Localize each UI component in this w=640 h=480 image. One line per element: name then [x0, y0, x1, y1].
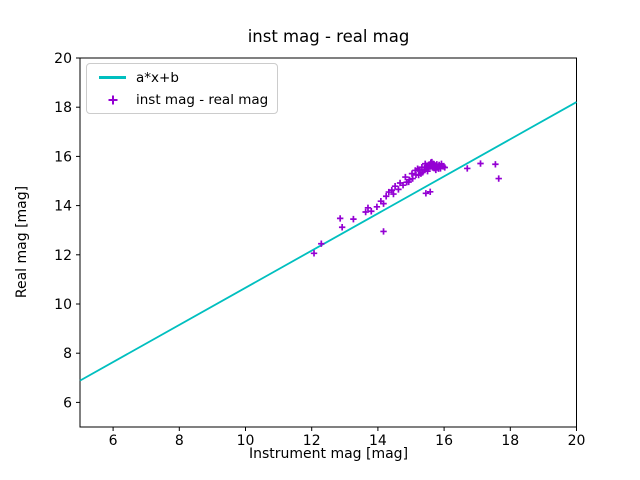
scatter-point — [318, 240, 325, 247]
plot-border — [79, 57, 577, 428]
legend-label-line: a*x+b — [136, 69, 179, 86]
plus-marker-sample — [108, 95, 117, 104]
x-tick-label: 8 — [175, 433, 184, 449]
scatter-point — [380, 228, 387, 235]
y-tick-label: 6 — [63, 395, 72, 411]
y-tick-label: 16 — [54, 149, 72, 165]
legend-entry-scatter: inst mag - real mag — [96, 91, 268, 108]
x-axis-label: Instrument mag [mag] — [248, 446, 409, 462]
scatter-point — [368, 208, 375, 215]
x-tick-label: 18 — [501, 433, 519, 449]
x-tick-label: 6 — [109, 433, 118, 449]
x-tick-label: 16 — [435, 433, 453, 449]
chart-title: inst mag - real mag — [247, 27, 410, 46]
y-tick-label: 12 — [54, 248, 72, 264]
x-tick-label: 12 — [303, 433, 321, 449]
scatter-point — [388, 186, 396, 194]
scatter-point — [336, 215, 344, 222]
legend: a*x+b inst mag - real mag — [86, 63, 279, 114]
legend-marker-swatch-area — [96, 93, 129, 107]
scatter-point — [338, 224, 346, 231]
scatter-point — [426, 188, 434, 196]
x-tick-label: 20 — [568, 433, 586, 449]
x-tick-label: 10 — [237, 433, 255, 449]
y-tick-label: 14 — [54, 199, 72, 215]
fit-line — [79, 101, 577, 382]
scatter-point — [399, 181, 407, 189]
scatter-point — [364, 204, 372, 212]
scatter-point — [495, 175, 502, 182]
legend-entry-line: a*x+b — [96, 69, 268, 86]
legend-label-scatter: inst mag - real mag — [136, 91, 269, 108]
scatter-point — [373, 203, 381, 211]
scatter-point — [492, 161, 499, 168]
scatter-point — [390, 190, 397, 198]
line-sample — [99, 76, 126, 79]
scatter-point — [477, 160, 484, 167]
scatter-point — [310, 250, 318, 257]
y-tick-label: 20 — [54, 51, 72, 67]
scatter-point — [441, 164, 448, 171]
scatter-point — [362, 208, 369, 216]
x-tick-label: 14 — [369, 433, 387, 449]
scatter-point — [406, 176, 413, 183]
scatter-point — [380, 200, 387, 207]
y-tick-label: 8 — [63, 346, 72, 362]
y-tick-label: 18 — [54, 100, 72, 116]
scatter-point — [464, 165, 471, 172]
scatter-point — [391, 182, 399, 190]
scatter-point — [350, 215, 357, 223]
y-tick-label: 10 — [54, 297, 72, 313]
scatter-point — [402, 173, 409, 181]
scatter-point — [395, 186, 402, 193]
scatter-point — [422, 190, 430, 197]
scatter-point — [382, 193, 390, 200]
scatter-point — [409, 175, 416, 182]
y-axis-label: Real mag [mag] — [14, 185, 30, 299]
legend-line-swatch-area — [96, 76, 129, 79]
